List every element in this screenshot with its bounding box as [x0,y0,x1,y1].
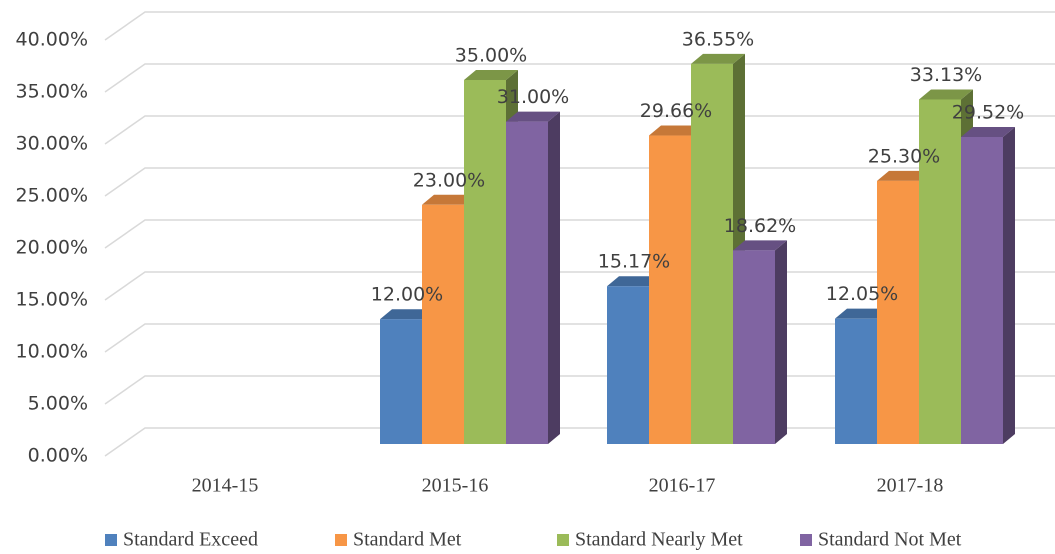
bar [733,250,775,444]
data-label: 29.52% [952,101,1024,123]
legend-label: Standard Not Met [818,529,962,551]
bar [961,136,1003,444]
bar [649,135,691,444]
data-label: 33.13% [910,64,982,86]
legend-swatch [105,534,117,546]
y-tick-label: 35.00% [16,81,88,103]
y-tick-label: 40.00% [16,29,88,51]
bar [607,286,649,444]
y-tick-label: 0.00% [28,445,88,467]
y-tick-label: 10.00% [16,341,88,363]
grid-line [104,115,1055,145]
bar-top [691,53,745,64]
data-label: 12.00% [371,284,443,306]
x-tick-label: 2014-15 [192,475,259,497]
data-label: 31.00% [497,86,569,108]
bar [422,204,464,444]
bar-top [835,308,889,319]
y-tick-label: 15.00% [16,289,88,311]
data-label: 35.00% [455,45,527,67]
data-label: 18.62% [724,215,796,237]
bar-top [733,240,787,251]
y-tick-label: 20.00% [16,237,88,259]
legend-swatch [335,534,347,546]
x-tick-label: 2017-18 [877,475,944,497]
bar [464,80,506,444]
bar-top [919,89,973,100]
bar [380,319,422,444]
legend-swatch [557,534,569,546]
bar-side [1003,126,1015,444]
bar-top [649,125,703,136]
x-tick-label: 2015-16 [422,475,489,497]
bar [691,63,733,444]
x-tick-label: 2016-17 [649,475,716,497]
grid-line [104,11,1055,41]
grid-line [104,219,1055,249]
grid-line [104,167,1055,197]
y-tick-label: 30.00% [16,133,88,155]
data-label: 36.55% [682,28,754,50]
legend-label: Standard Nearly Met [575,529,743,551]
bar-side [775,240,787,444]
bar-top [506,111,560,122]
data-label: 25.30% [868,145,940,167]
y-tick-label: 5.00% [28,393,88,415]
bar-top [380,309,434,320]
bar [877,180,919,444]
bar-top [877,170,931,181]
bar-top [607,276,661,287]
data-label: 15.17% [598,251,670,273]
legend-label: Standard Met [353,529,462,551]
bar-top [961,126,1015,137]
bar-top [464,70,518,80]
grid-line [104,63,1055,93]
bar [835,318,877,444]
data-label: 23.00% [413,169,485,191]
bar [506,121,548,444]
bar-top [422,194,476,205]
legend-label: Standard Exceed [123,529,258,551]
legend-swatch [800,534,812,546]
data-label: 12.05% [826,283,898,305]
bar-side [548,111,560,444]
bar [919,99,961,444]
y-tick-label: 25.00% [16,185,88,207]
data-label: 29.66% [640,100,712,122]
